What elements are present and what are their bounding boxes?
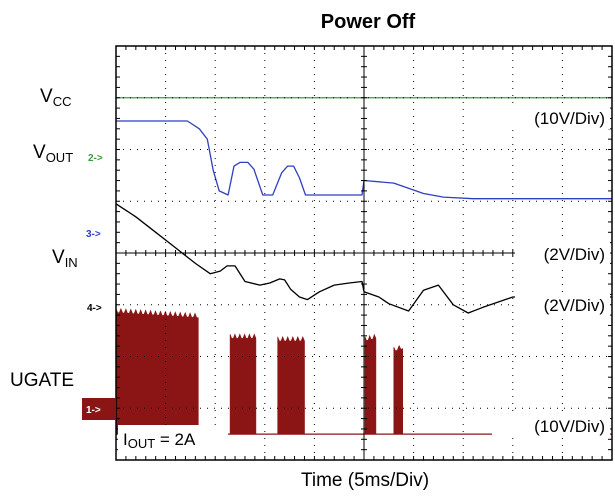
ugate-scale-bg	[492, 413, 610, 437]
ugate-scale: (10V/Div)	[534, 417, 605, 436]
vin-marker: 3->	[86, 229, 101, 240]
vin-trace	[115, 203, 612, 314]
iout-annotation-bg	[118, 425, 228, 455]
vin-label: VIN	[52, 247, 78, 270]
vout-marker: 2->	[88, 153, 103, 164]
chart-title: Power Off	[321, 11, 416, 33]
vout-scale-bg	[492, 105, 610, 129]
four-marker: 4->	[87, 303, 102, 314]
vin-scale: (2V/Div)	[544, 245, 605, 264]
ugate-marker: 1->	[86, 405, 101, 416]
x-axis-label: Time (5ms/Div)	[301, 470, 429, 491]
ugate-bursts	[115, 307, 403, 435]
vout-scale: (10V/Div)	[534, 109, 605, 128]
ugate-marker-box	[82, 398, 116, 420]
vout-label: VOUT	[33, 142, 73, 165]
ugate-label: UGATE	[10, 370, 74, 391]
vout-trace	[116, 120, 612, 200]
ch4-scale: (2V/Div)	[544, 296, 605, 315]
ch4-scale-bg	[515, 292, 610, 316]
vcc-label: VCC	[40, 86, 71, 109]
iout-annotation: IOUT = 2A	[123, 430, 196, 451]
vin-scale-bg	[515, 241, 610, 265]
plot-frame	[115, 45, 613, 461]
